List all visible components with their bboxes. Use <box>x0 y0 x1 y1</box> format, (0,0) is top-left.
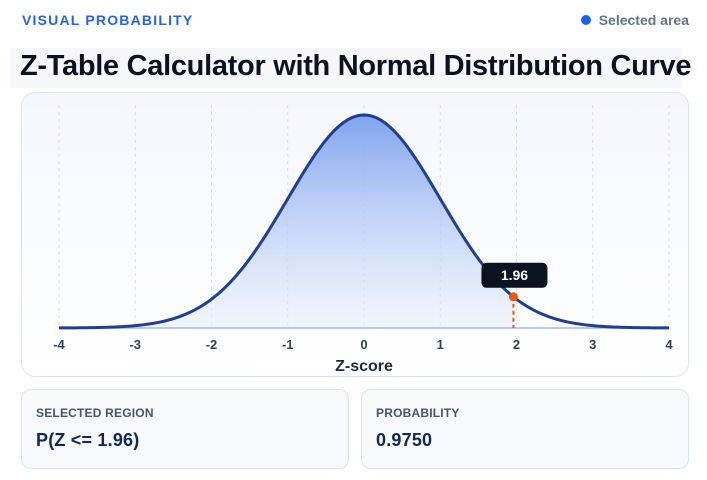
x-tick-label: 0 <box>360 337 367 352</box>
x-tick-label: -2 <box>206 337 218 352</box>
x-tick-label: -4 <box>53 337 65 352</box>
probability-label: PROBABILITY <box>376 406 460 420</box>
z-marker-tooltip-box <box>481 262 548 288</box>
x-tick-label: 2 <box>513 337 520 352</box>
z-marker-point[interactable] <box>508 292 518 302</box>
section-eyebrow: VISUAL PROBABILITY <box>22 12 194 28</box>
x-tick-label: 3 <box>589 337 596 352</box>
selected-region-value: P(Z <= 1.96) <box>36 430 140 450</box>
probability-card: PROBABILITY 0.9750 <box>361 389 689 469</box>
x-tick-label: -3 <box>129 337 141 352</box>
normal-curve-line <box>58 113 670 330</box>
legend-label: Selected area <box>598 12 689 28</box>
x-tick-label: 1 <box>437 337 444 352</box>
title-background <box>10 48 682 88</box>
selected-region-label: SELECTED REGION <box>36 406 154 420</box>
x-axis-tick-labels: -4 -3 -2 -1 0 1 2 3 4 <box>53 337 673 352</box>
x-axis-label: Z-score <box>335 358 393 375</box>
selected-area-legend-dot <box>580 15 591 25</box>
chart-legend: Selected area <box>580 12 689 28</box>
z-marker-tooltip-label: 1.96 <box>501 267 528 283</box>
selected-area-fill <box>59 115 514 328</box>
distribution-chart-card: 1.96 -4 -3 -2 -1 0 1 2 3 4 Z-score <box>21 92 689 377</box>
probability-value: 0.9750 <box>376 430 433 450</box>
page-title: Z-Table Calculator with Normal Distribut… <box>20 50 692 82</box>
z-marker-tooltip: 1.96 <box>481 262 548 288</box>
x-tick-label: 4 <box>665 337 673 352</box>
x-tick-label: -1 <box>282 337 294 352</box>
normal-distribution-chart: 1.96 -4 -3 -2 -1 0 1 2 3 4 Z-score <box>53 105 673 375</box>
selected-region-card: SELECTED REGION P(Z <= 1.96) <box>21 389 349 469</box>
